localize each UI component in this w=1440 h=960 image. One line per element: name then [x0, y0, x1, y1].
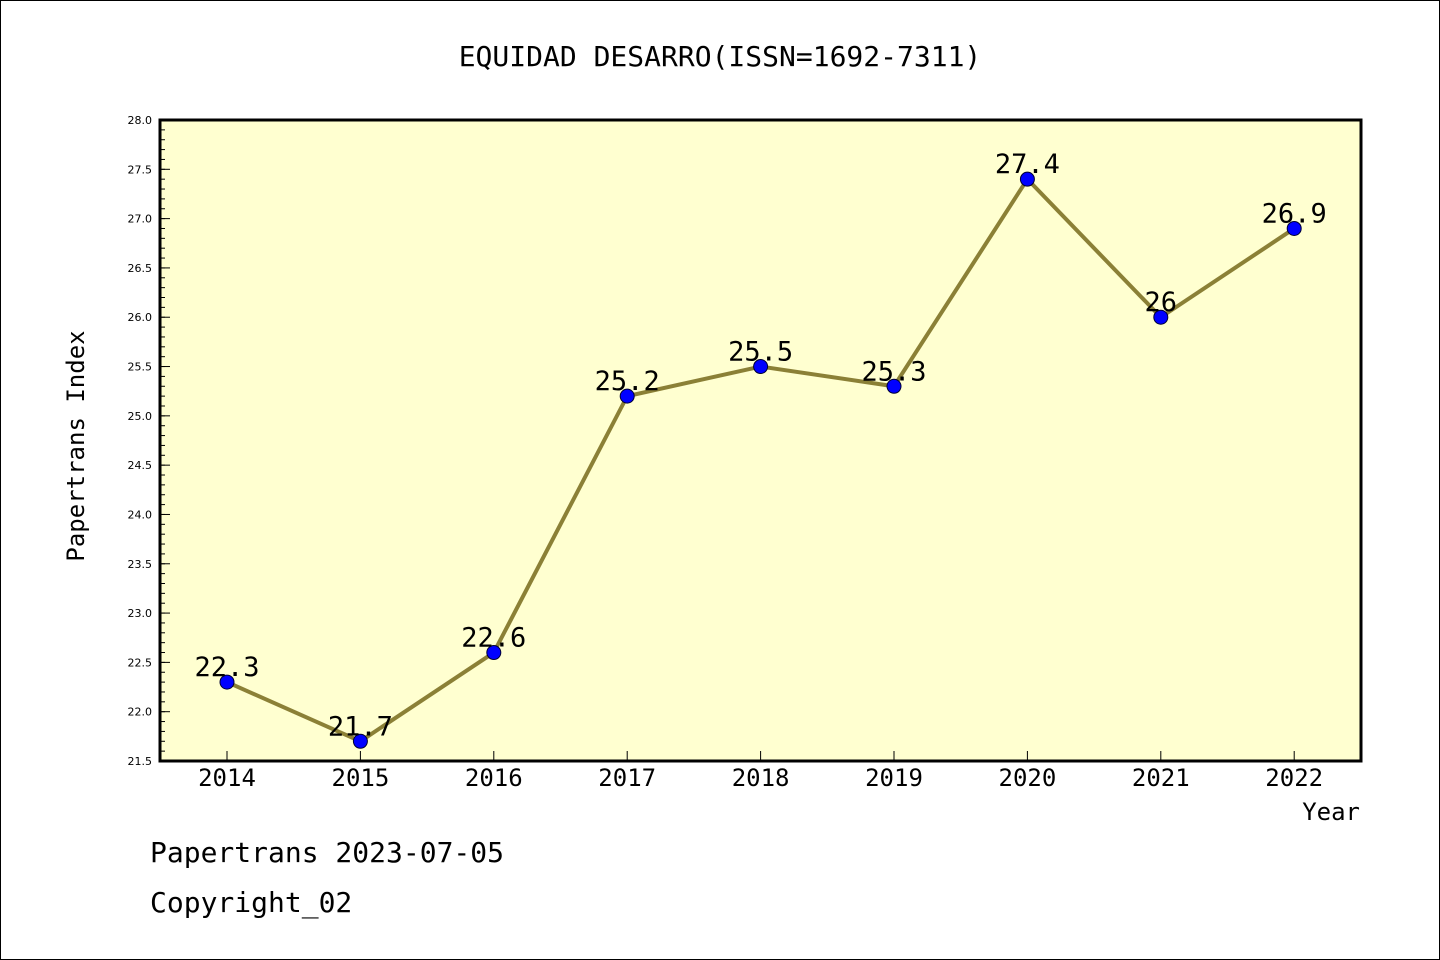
- data-label: 26.9: [1262, 198, 1327, 229]
- footer-date: Papertrans 2023-07-05: [150, 836, 505, 869]
- data-labels: 22.3 21.7 22.6 25.2 25.5 25.3 27.4 26 26.9: [194, 149, 1326, 742]
- data-point: [219, 674, 235, 690]
- x-axis-label: Year: [1302, 798, 1360, 826]
- y-tick-label: 23.5: [128, 558, 153, 571]
- data-point: [886, 378, 902, 394]
- x-tick-label: 2015: [332, 764, 390, 792]
- y-tick-label: 21.5: [128, 755, 153, 768]
- data-label: 21.7: [328, 711, 393, 742]
- y-tick-label: 24.0: [128, 508, 153, 521]
- data-point: [1153, 309, 1169, 325]
- x-tick-label: 2020: [999, 764, 1057, 792]
- y-tick-label: 25.0: [128, 410, 153, 423]
- x-tick-label: 2017: [598, 764, 656, 792]
- data-point: [1019, 171, 1035, 187]
- x-tick-label: 2018: [732, 764, 790, 792]
- data-point: [753, 359, 769, 375]
- data-label: 22.6: [461, 623, 526, 654]
- data-label: 26: [1145, 287, 1178, 318]
- data-point: [352, 733, 368, 749]
- data-label: 25.3: [861, 356, 926, 387]
- x-tick-label: 2019: [865, 764, 923, 792]
- y-tick-label: 22.0: [128, 706, 153, 719]
- data-label: 22.3: [194, 652, 259, 683]
- data-points: [219, 171, 1302, 749]
- y-tick-label: 26.0: [128, 311, 153, 324]
- data-label: 25.2: [595, 366, 660, 397]
- chart-title: EQUIDAD DESARRO(ISSN=1692-7311): [459, 40, 982, 73]
- y-tick-label: 27.5: [128, 163, 153, 176]
- x-axis-ticks: 2014 2015 2016 2017 2018 2019 2020 2021 2022: [198, 751, 1323, 792]
- data-point: [619, 388, 635, 404]
- y-tick-label: 26.5: [128, 262, 153, 275]
- x-tick-label: 2016: [465, 764, 523, 792]
- footer-copyright: Copyright_02: [150, 886, 353, 919]
- x-tick-label: 2022: [1265, 764, 1323, 792]
- plot-area: [158, 118, 1363, 763]
- y-axis-label: Papertrans Index: [62, 330, 90, 561]
- data-point: [1286, 220, 1302, 236]
- y-tick-label: 23.0: [128, 607, 153, 620]
- y-tick-label: 24.5: [128, 459, 153, 472]
- y-axis-ticks: 21.5 22.0 22.5 23.0 23.5 24.0 24.5 25.0 25.5 26.0…: [128, 114, 170, 768]
- y-tick-label: 25.5: [128, 361, 153, 374]
- data-label: 25.5: [728, 337, 793, 368]
- data-point: [486, 645, 502, 661]
- x-tick-label: 2014: [198, 764, 256, 792]
- y-tick-label: 22.5: [128, 656, 153, 669]
- y-tick-label: 28.0: [128, 114, 153, 127]
- data-label: 27.4: [995, 149, 1060, 180]
- y-tick-label: 27.0: [128, 213, 153, 226]
- x-tick-label: 2021: [1132, 764, 1190, 792]
